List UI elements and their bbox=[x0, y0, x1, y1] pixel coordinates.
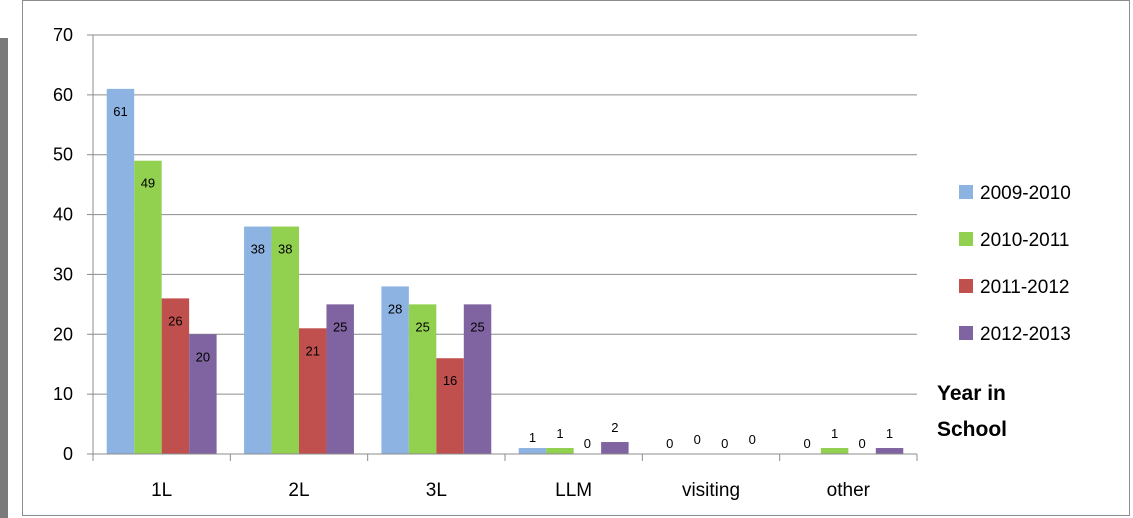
legend-label: 2012-2013 bbox=[980, 324, 1071, 345]
y-tick-label: 0 bbox=[63, 444, 73, 464]
data-label: 0 bbox=[858, 436, 865, 451]
bar-2010-2011 bbox=[546, 448, 574, 454]
bar-2009-2010 bbox=[244, 226, 272, 454]
bar-2009-2010 bbox=[518, 448, 547, 454]
gridlines bbox=[93, 34, 917, 395]
data-label: 0 bbox=[584, 436, 591, 451]
bar-2010-2011 bbox=[134, 160, 162, 454]
data-label: 25 bbox=[415, 319, 429, 334]
data-label: 1 bbox=[831, 426, 838, 441]
bar-2011-2012 bbox=[436, 358, 464, 454]
category-label: 2L bbox=[288, 480, 309, 501]
data-label: 21 bbox=[305, 343, 319, 358]
y-tick-label: 30 bbox=[53, 264, 73, 284]
data-label: 0 bbox=[749, 432, 756, 447]
bar-2011-2012 bbox=[299, 328, 327, 454]
data-label: 25 bbox=[333, 319, 347, 334]
category-label: visiting bbox=[682, 480, 740, 501]
data-label: 20 bbox=[196, 349, 210, 364]
category-label: 1L bbox=[151, 480, 172, 501]
y-tick-label: 20 bbox=[53, 324, 73, 344]
legend-label: 2009-2010 bbox=[980, 183, 1071, 204]
left-margin-strip bbox=[0, 0, 10, 518]
data-label: 0 bbox=[666, 436, 673, 451]
legend-swatch bbox=[959, 326, 973, 340]
data-label: 0 bbox=[694, 432, 701, 447]
bars bbox=[106, 88, 904, 454]
data-label: 0 bbox=[804, 436, 811, 451]
bar-2010-2011 bbox=[408, 304, 437, 454]
legend-label: 2011-2012 bbox=[980, 277, 1069, 298]
bar-2012-2013 bbox=[463, 304, 492, 454]
y-tick-label: 70 bbox=[53, 25, 73, 45]
category-labels: 1L 2L 3L LLM visiting other bbox=[151, 480, 871, 501]
bar-2012-2013 bbox=[189, 334, 217, 454]
data-label: 26 bbox=[168, 313, 182, 328]
data-label: 1 bbox=[556, 426, 563, 441]
data-label: 38 bbox=[251, 242, 265, 257]
legend: 2009-2010 2010-2011 2011-2012 2012-2013 bbox=[959, 183, 1071, 345]
data-label: 16 bbox=[443, 373, 457, 388]
data-label: 1 bbox=[529, 430, 536, 445]
bar-2011-2012 bbox=[161, 298, 190, 454]
category-label: 3L bbox=[426, 480, 447, 501]
bar-2012-2013 bbox=[601, 442, 629, 454]
bar-2009-2010 bbox=[381, 286, 409, 454]
bar-2010-2011 bbox=[271, 226, 299, 454]
data-label: 2 bbox=[611, 420, 618, 435]
data-label: 25 bbox=[470, 319, 484, 334]
y-tick-label: 50 bbox=[53, 145, 73, 165]
data-label: 61 bbox=[113, 104, 127, 119]
bar-2010-2011 bbox=[820, 448, 849, 454]
category-label: LLM bbox=[555, 480, 592, 501]
y-axis-ticks: 0 10 20 30 40 50 60 70 bbox=[53, 25, 93, 464]
y-tick-label: 10 bbox=[53, 384, 73, 404]
x-axis-title: Year in School bbox=[937, 382, 1007, 441]
left-margin-bar bbox=[0, 38, 8, 518]
data-label: 1 bbox=[886, 426, 893, 441]
data-label: 28 bbox=[388, 301, 402, 316]
x-axis-title-line-2: School bbox=[937, 418, 1007, 441]
bar-2009-2010 bbox=[106, 88, 135, 454]
data-label: 49 bbox=[141, 176, 155, 191]
data-label: 38 bbox=[278, 242, 292, 257]
y-tick-label: 60 bbox=[53, 85, 73, 105]
category-label: other bbox=[827, 480, 871, 501]
bar-2012-2013 bbox=[875, 448, 904, 454]
legend-label: 2010-2011 bbox=[980, 230, 1069, 251]
legend-swatch bbox=[959, 279, 973, 293]
x-axis-title-line-1: Year in bbox=[937, 382, 1006, 405]
bar-2012-2013 bbox=[326, 304, 354, 454]
y-tick-label: 40 bbox=[53, 205, 73, 225]
legend-swatch bbox=[959, 185, 973, 199]
legend-swatch bbox=[959, 232, 973, 246]
axes bbox=[92, 35, 918, 461]
data-label: 0 bbox=[721, 436, 728, 451]
